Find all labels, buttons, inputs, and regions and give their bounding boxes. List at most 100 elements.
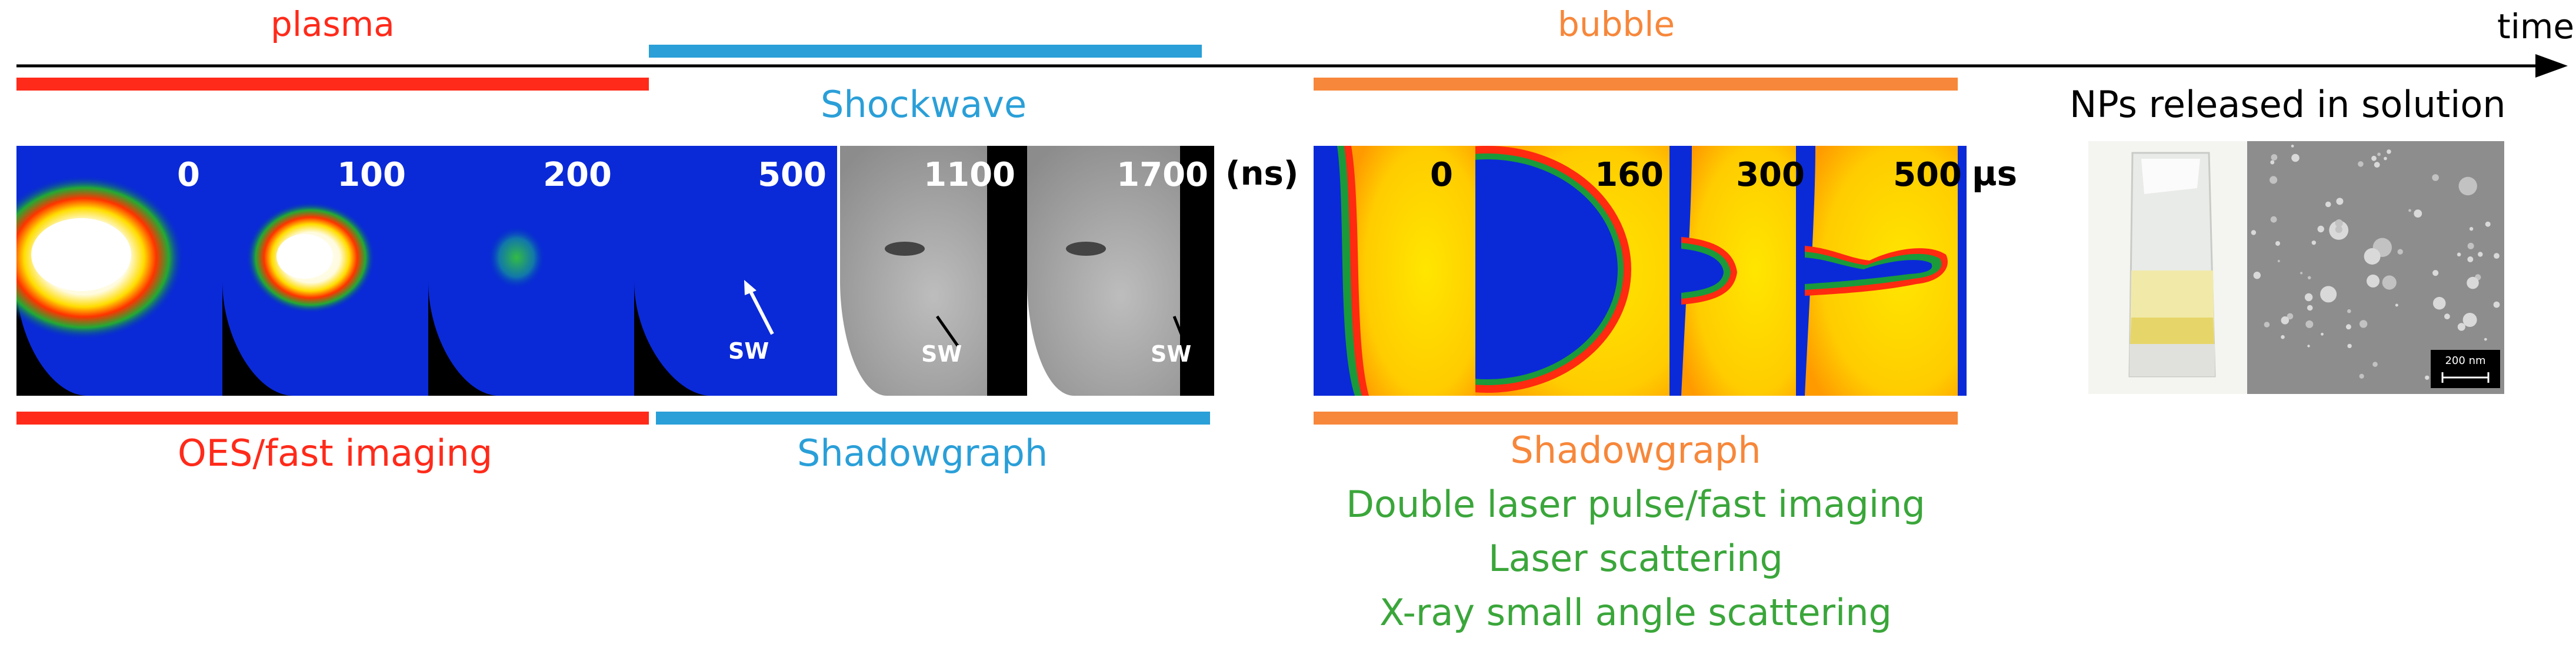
nanoparticle: [2251, 230, 2257, 235]
nanoparticle: [2264, 322, 2270, 328]
frame-time-label: 500: [1893, 156, 1962, 194]
us-frame-500: 500: [1805, 146, 1967, 396]
nanoparticle: [2321, 332, 2324, 336]
nanoparticle: [2270, 216, 2277, 223]
sem-image: 200 nm: [2247, 141, 2504, 394]
method-bubble-item: Double laser pulse/fast imaging: [1346, 483, 1925, 526]
nanoparticle: [2305, 320, 2314, 328]
arrow-head-icon: [2535, 54, 2568, 78]
nanoparticle: [2335, 226, 2342, 233]
nanoparticle: [2253, 272, 2261, 279]
nanoparticle: [2382, 275, 2397, 290]
frame-time-label: 200: [543, 156, 612, 194]
bar-bubble-top: [1314, 78, 1958, 91]
frame-time-label: 0: [177, 156, 200, 194]
sw-label: SW: [921, 341, 962, 367]
nanoparticle: [2291, 153, 2300, 162]
bar-bubble-bottom: [1314, 412, 1958, 425]
phase-label-shockwave: Shockwave: [821, 83, 1027, 126]
nanoparticle: [2281, 316, 2290, 325]
us-unit-label: µs: [1972, 153, 2018, 193]
scale-bar-box: 200 nm: [2431, 350, 2500, 388]
ns-frame-200: 200: [428, 146, 634, 396]
us-frame-160: 160: [1475, 146, 1681, 396]
bar-shockwave-top: [649, 45, 1202, 58]
frame-time-label: 1100: [924, 156, 1015, 194]
nanoparticle: [2307, 305, 2313, 311]
nanoparticle: [2345, 324, 2351, 330]
frame-time-label: 500: [758, 156, 827, 194]
nanoparticle: [2317, 225, 2324, 233]
nanoparticle: [2458, 176, 2477, 196]
nanoparticle: [2384, 156, 2387, 161]
nanoparticle: [2270, 176, 2278, 184]
nanoparticle: [2359, 373, 2364, 379]
nanoparticle: [2320, 286, 2337, 303]
nanoparticle: [2335, 219, 2343, 228]
ns-unit-label: (ns): [1225, 155, 1299, 193]
ns-frame-1700: 1700 SW: [1027, 146, 1214, 396]
us-frame-0: 0: [1314, 146, 1475, 396]
nanoparticle: [2395, 303, 2398, 307]
nanoparticle: [2325, 201, 2331, 208]
ns-frame-500: 500 SW: [634, 146, 837, 396]
nanoparticle: [2358, 161, 2364, 167]
phase-label-plasma: plasma: [271, 4, 395, 44]
vial-photo: [2088, 141, 2247, 394]
scale-bar-label: 200 nm: [2445, 355, 2486, 367]
bar-plasma-bottom: [16, 412, 649, 425]
phase-label-nps: NPs released in solution: [2070, 83, 2506, 126]
sw-label: SW: [1151, 341, 1192, 367]
nanoparticle: [2469, 227, 2474, 231]
nanoparticle: [2300, 272, 2303, 275]
nanoparticle: [2485, 221, 2491, 227]
nanoparticle: [2493, 301, 2500, 308]
nanoparticle: [2462, 313, 2477, 327]
method-plasma: OES/fast imaging: [178, 432, 493, 475]
ns-frame-100: 100: [222, 146, 428, 396]
nanoparticle: [2336, 198, 2344, 205]
frame-time-label: 0: [1430, 156, 1453, 194]
nanoparticle: [2408, 209, 2411, 212]
nanoparticle: [2484, 338, 2487, 341]
nanoparticle: [2359, 320, 2368, 328]
nanoparticle: [2432, 270, 2439, 276]
sw-label: SW: [728, 338, 769, 364]
method-bubble-item: Shadowgraph: [1510, 429, 1761, 472]
nanoparticle: [2304, 293, 2313, 302]
nanoparticle: [2277, 260, 2280, 262]
nanoparticle: [2281, 335, 2285, 339]
bar-plasma-top: [16, 78, 649, 91]
scale-bar-icon: [2441, 372, 2490, 383]
time-axis-label: time: [2497, 6, 2575, 46]
nanoparticle: [2457, 323, 2465, 331]
nanoparticle: [2275, 241, 2280, 246]
nanoparticle: [2457, 252, 2461, 257]
nanoparticle: [2287, 313, 2294, 320]
nanoparticle: [2364, 248, 2381, 265]
nanoparticle: [2494, 253, 2500, 259]
nanoparticle: [2425, 375, 2430, 380]
nanoparticle: [2291, 145, 2294, 148]
nanoparticle: [2467, 276, 2479, 289]
nanoparticle: [2387, 149, 2391, 154]
nanoparticle: [2311, 241, 2316, 245]
nanoparticle: [2347, 309, 2351, 313]
nanoparticle: [2367, 274, 2380, 288]
time-axis: [16, 54, 2568, 78]
nanoparticle: [2432, 174, 2439, 181]
nanoparticle: [2432, 296, 2446, 310]
sw-arrow-icon: [744, 280, 757, 295]
nanoparticle: [2307, 276, 2311, 280]
method-bubble-item: Laser scattering: [1488, 537, 1783, 580]
nanoparticle: [2374, 162, 2380, 168]
nanoparticle: [2478, 252, 2483, 257]
nanoparticle: [2271, 154, 2278, 161]
ns-frame-0: 0: [16, 146, 222, 396]
us-frame-300: 300: [1681, 146, 1805, 396]
nanoparticle: [2371, 155, 2377, 161]
nanoparticle: [2270, 160, 2275, 165]
method-shockwave: Shadowgraph: [797, 432, 1048, 475]
nanoparticle: [2372, 362, 2378, 367]
